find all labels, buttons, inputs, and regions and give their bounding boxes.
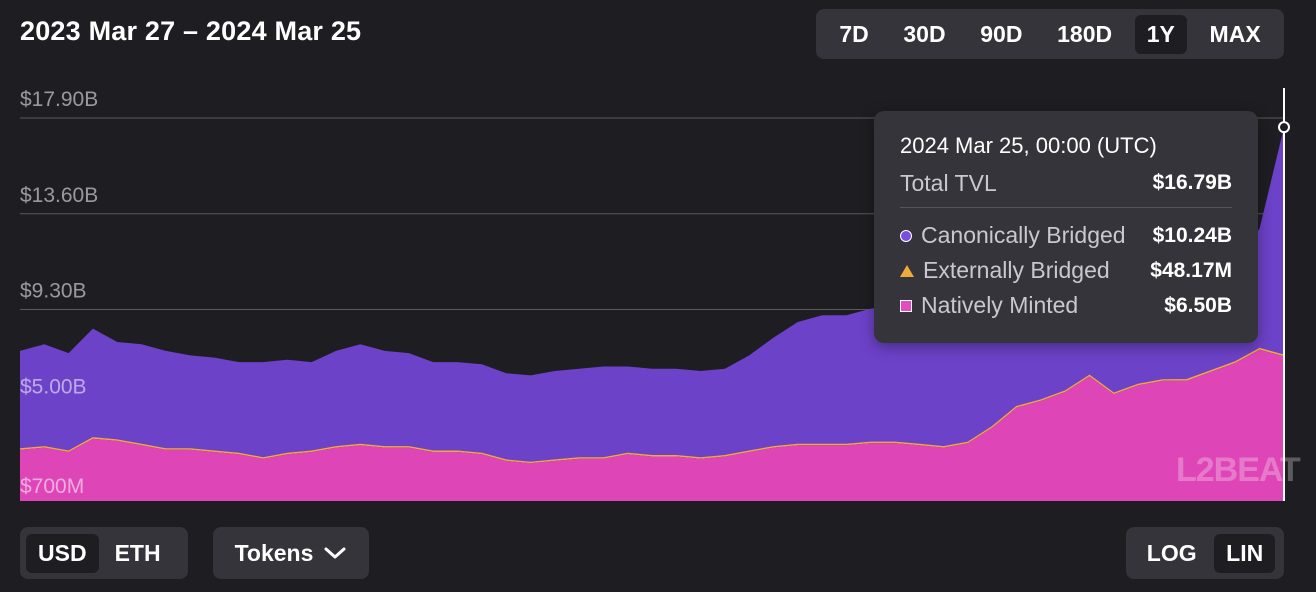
time-range-selector: 7D 30D 90D 180D 1Y MAX: [816, 9, 1284, 59]
range-1y-button[interactable]: 1Y: [1134, 14, 1187, 54]
scale-log-button[interactable]: LOG: [1146, 539, 1197, 566]
area-natively-minted: [20, 349, 1284, 501]
circle-marker-icon: [900, 229, 912, 242]
area-canonically-bridged: [20, 127, 1284, 463]
stacked-areas: [19, 127, 1285, 501]
y-tick-label: $9.30B: [20, 280, 87, 303]
line-externally-bridged: [19, 347, 1285, 463]
unit-selector: USD ETH: [20, 527, 188, 579]
range-180d-button[interactable]: 180D: [1057, 20, 1113, 47]
tokens-label: Tokens: [234, 539, 314, 566]
tooltip-external-value: $48.17M: [1150, 258, 1232, 282]
y-tick-label: $17.90B: [20, 88, 98, 111]
range-7d-button[interactable]: 7D: [839, 20, 869, 47]
tooltip-external-label: Externally Bridged: [923, 257, 1110, 283]
tooltip-date: 2024 Mar 25, 00:00 (UTC): [900, 133, 1157, 158]
y-axis-labels: $700M $5.00B $9.30B $13.60B $17.90B: [20, 88, 98, 498]
tooltip-row-native: Natively Minted $6.50B: [900, 288, 1232, 323]
chevron-down-icon: [324, 547, 346, 559]
scale-lin-button[interactable]: LIN: [1214, 533, 1276, 573]
tooltip-total-value: $16.79B: [1152, 171, 1232, 194]
scale-selector: LOG LIN: [1126, 527, 1284, 579]
range-90d-button[interactable]: 90D: [980, 20, 1023, 47]
unit-eth-button[interactable]: ETH: [114, 539, 161, 566]
hover-point: [1278, 121, 1290, 134]
date-range-title: 2023 Mar 27 – 2024 Mar 25: [20, 16, 362, 46]
tooltip-row-external: Externally Bridged $48.17M: [900, 253, 1232, 288]
chart-tooltip: 2024 Mar 25, 00:00 (UTC) Total TVL $16.7…: [874, 111, 1258, 343]
unit-usd-button[interactable]: USD: [26, 533, 99, 573]
tooltip-total-row: Total TVL $16.79B: [900, 167, 1232, 208]
range-max-button[interactable]: MAX: [1209, 20, 1261, 47]
triangle-marker-icon: [900, 264, 914, 277]
tooltip-native-label: Natively Minted: [921, 292, 1079, 318]
y-tick-label: $13.60B: [20, 184, 98, 207]
l2beat-watermark: L2BEAT: [1176, 451, 1301, 489]
y-tick-label: $5.00B: [20, 375, 87, 398]
range-30d-button[interactable]: 30D: [903, 20, 946, 47]
square-marker-icon: [900, 299, 912, 312]
y-tick-label: $700M: [20, 475, 84, 498]
tooltip-canonical-label: Canonically Bridged: [921, 222, 1126, 248]
tooltip-row-canonical: Canonically Bridged $10.24B: [900, 218, 1232, 253]
tooltip-total-label: Total TVL: [900, 169, 997, 196]
hover-indicator: [1278, 88, 1290, 501]
tokens-dropdown[interactable]: Tokens: [213, 527, 369, 579]
tooltip-canonical-value: $10.24B: [1152, 223, 1232, 247]
tooltip-native-value: $6.50B: [1164, 293, 1232, 317]
